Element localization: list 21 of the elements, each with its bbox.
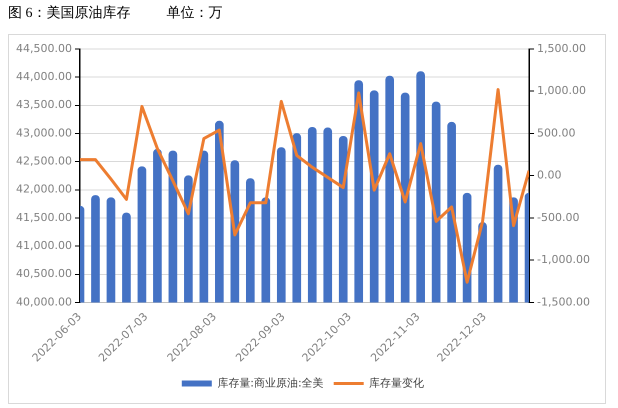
y-tick-label: 42,000.00 xyxy=(16,182,72,196)
y-tick-label: 44,500.00 xyxy=(16,42,72,55)
y-tick-label: 41,000.00 xyxy=(16,238,72,252)
y2-tick-label: -1,000.00 xyxy=(537,253,590,266)
y2-tick-label: 500.00 xyxy=(537,126,576,140)
y2-tick-label: 1,500.00 xyxy=(537,42,586,55)
y-tick-label: 43,500.00 xyxy=(16,98,72,112)
y-tick-label: 42,500.00 xyxy=(16,154,72,168)
y-tick-label: 41,500.00 xyxy=(16,210,72,224)
y2-tick-label: -1,500.00 xyxy=(537,295,590,308)
legend-label: 库存量:商业原油:全美 xyxy=(217,376,324,390)
y2-tick-label: 0.00 xyxy=(537,168,562,182)
y-tick-label: 40,000.00 xyxy=(16,295,72,308)
y-tick-label: 40,500.00 xyxy=(16,267,72,280)
y-tick-label: 44,000.00 xyxy=(16,70,72,84)
y-tick-label: 43,000.00 xyxy=(16,126,72,140)
legend-label: 库存量变化 xyxy=(369,376,424,390)
chart-subtitle: 单位：万 xyxy=(166,6,222,21)
y2-tick-label: -500.00 xyxy=(537,210,580,224)
y2-tick-label: 1,000.00 xyxy=(537,84,586,98)
chart-title: 图 6：美国原油库存 xyxy=(8,6,130,21)
